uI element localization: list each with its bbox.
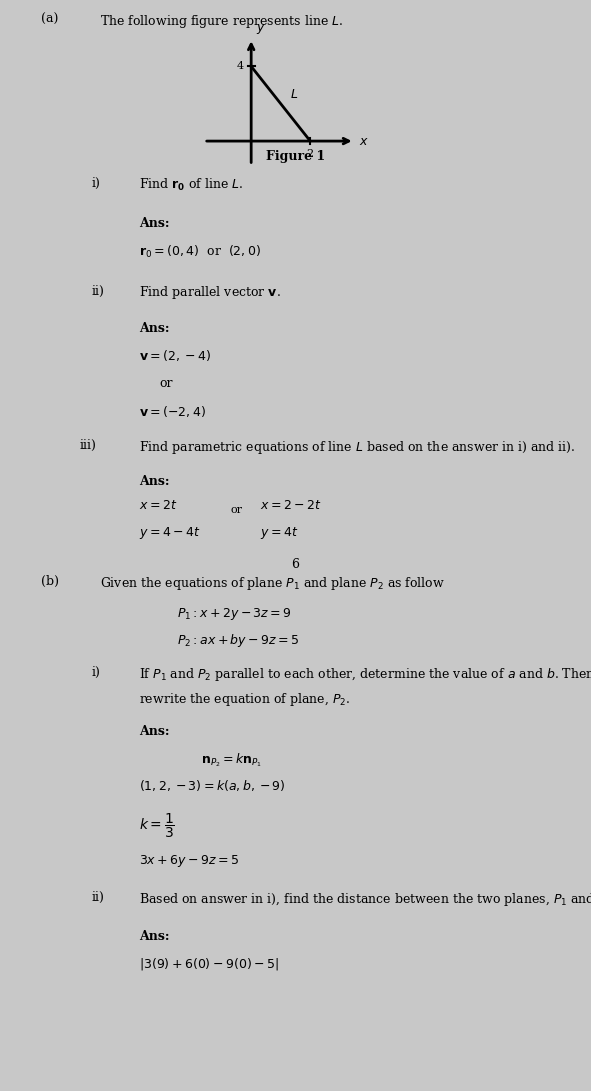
Text: i): i) bbox=[92, 177, 100, 190]
Text: $3x + 6y - 9z = 5$: $3x + 6y - 9z = 5$ bbox=[139, 853, 239, 870]
Text: Based on answer in i), find the distance between the two planes, $P_1$ and $P_2$: Based on answer in i), find the distance… bbox=[139, 890, 591, 908]
Text: rewrite the equation of plane, $P_2$.: rewrite the equation of plane, $P_2$. bbox=[139, 691, 350, 708]
Text: $|3(9) + 6(0) - 9(0) - 5|$: $|3(9) + 6(0) - 9(0) - 5|$ bbox=[139, 957, 279, 972]
Text: iii): iii) bbox=[80, 439, 97, 452]
Text: ii): ii) bbox=[92, 890, 105, 903]
Text: Figure 1: Figure 1 bbox=[266, 151, 325, 164]
Text: i): i) bbox=[92, 666, 100, 679]
Text: If $P_1$ and $P_2$ parallel to each other, determine the value of $a$ and $b$. T: If $P_1$ and $P_2$ parallel to each othe… bbox=[139, 666, 591, 683]
Text: Ans:: Ans: bbox=[139, 217, 170, 230]
Text: The following figure represents line $L$.: The following figure represents line $L$… bbox=[100, 13, 344, 31]
Text: 2: 2 bbox=[307, 149, 314, 159]
Text: $y = 4 - 4t$: $y = 4 - 4t$ bbox=[139, 525, 200, 541]
Text: $\mathbf{n}_{P_2} = k\mathbf{n}_{P_1}$: $\mathbf{n}_{P_2} = k\mathbf{n}_{P_1}$ bbox=[201, 752, 262, 769]
Text: $\mathbf{v} = (2, -4)$: $\mathbf{v} = (2, -4)$ bbox=[139, 348, 211, 363]
Text: $x = 2t$: $x = 2t$ bbox=[139, 500, 177, 512]
Text: Find $\mathbf{r}_{\mathbf{0}}$ of line $L$.: Find $\mathbf{r}_{\mathbf{0}}$ of line $… bbox=[139, 177, 243, 193]
Text: ii): ii) bbox=[92, 285, 105, 298]
Text: $P_2 : ax + by - 9z = 5$: $P_2 : ax + by - 9z = 5$ bbox=[177, 633, 300, 649]
Text: Find parametric equations of line $L$ based on the answer in i) and ii).: Find parametric equations of line $L$ ba… bbox=[139, 439, 575, 456]
Text: Ans:: Ans: bbox=[139, 322, 170, 335]
Text: $(1, 2, -3) = k(a, b, -9)$: $(1, 2, -3) = k(a, b, -9)$ bbox=[139, 778, 285, 793]
Text: $\mathbf{v} = (-2, 4)$: $\mathbf{v} = (-2, 4)$ bbox=[139, 404, 206, 419]
Text: $y$: $y$ bbox=[255, 23, 265, 36]
Text: Given the equations of plane $P_1$ and plane $P_2$ as follow: Given the equations of plane $P_1$ and p… bbox=[100, 575, 446, 592]
Text: 4: 4 bbox=[236, 61, 244, 71]
Text: $x = 2 - 2t$: $x = 2 - 2t$ bbox=[260, 500, 322, 512]
Text: $y = 4t$: $y = 4t$ bbox=[260, 525, 298, 541]
Text: $x$: $x$ bbox=[359, 134, 369, 147]
Text: 6: 6 bbox=[291, 559, 300, 572]
Text: or: or bbox=[230, 504, 242, 515]
Text: $L$: $L$ bbox=[290, 88, 298, 100]
Text: $k = \dfrac{1}{3}$: $k = \dfrac{1}{3}$ bbox=[139, 812, 175, 840]
Text: Ans:: Ans: bbox=[139, 930, 170, 943]
Text: Ans:: Ans: bbox=[139, 475, 170, 488]
Text: (b): (b) bbox=[41, 575, 59, 588]
Text: $P_1 : x + 2y - 3z = 9$: $P_1 : x + 2y - 3z = 9$ bbox=[177, 607, 292, 622]
Text: $\mathbf{r}_{0} = (0, 4)$  or  $(2, 0)$: $\mathbf{r}_{0} = (0, 4)$ or $(2, 0)$ bbox=[139, 244, 261, 261]
Text: Find parallel vector $\mathbf{v}$.: Find parallel vector $\mathbf{v}$. bbox=[139, 285, 281, 301]
Text: Ans:: Ans: bbox=[139, 724, 170, 738]
Text: or: or bbox=[160, 376, 173, 389]
Text: (a): (a) bbox=[41, 13, 59, 26]
